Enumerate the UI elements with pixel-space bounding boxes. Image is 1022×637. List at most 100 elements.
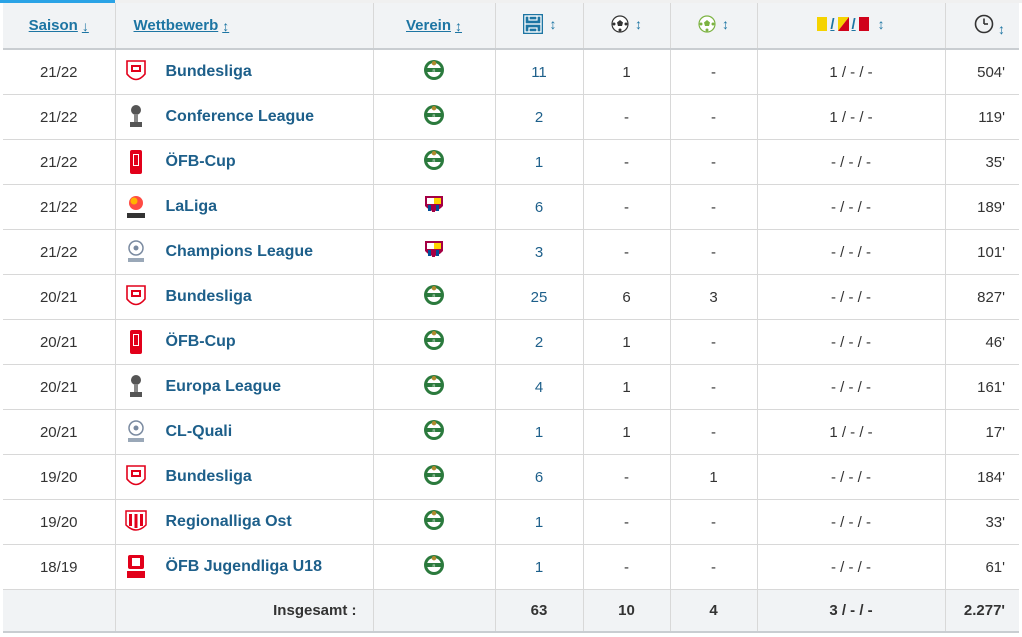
appearances-link[interactable]: 1: [534, 423, 544, 441]
appearances-link[interactable]: 2: [534, 333, 544, 351]
competition-link[interactable]: Champions League: [165, 243, 314, 260]
appearances-link[interactable]: 6: [534, 198, 544, 216]
table-header-row: Saison ↓ Wettbewerb ↕ Verein ↕: [3, 3, 1019, 50]
competition-logo-icon[interactable]: [122, 463, 150, 491]
club-cell: R: [373, 409, 496, 455]
competition-link[interactable]: ÖFB-Cup: [165, 333, 236, 350]
svg-text:R: R: [433, 338, 436, 343]
col-header-goals[interactable]: ↕: [583, 3, 671, 50]
competition-cell: Champions League: [115, 229, 374, 275]
competition-header-label: Wettbewerb: [133, 17, 219, 34]
cards-cell: 1 / - / -: [757, 409, 946, 455]
assists-cell: -: [670, 94, 758, 140]
sort-icon: ↕: [998, 20, 1005, 37]
club-crest-icon[interactable]: R: [423, 554, 445, 576]
appearances-link[interactable]: 11: [531, 63, 547, 81]
competition-link[interactable]: Bundesliga: [165, 468, 252, 485]
club-crest-icon[interactable]: R: [423, 284, 445, 306]
competition-cell: ÖFB-Cup: [115, 139, 374, 185]
appearances-link[interactable]: 4: [534, 378, 544, 396]
competition-link[interactable]: ÖFB Jugendliga U18: [165, 558, 322, 575]
competition-cell: ÖFB Jugendliga U18: [115, 544, 374, 590]
totals-minutes: 2.277': [945, 589, 1019, 633]
club-header-label: Verein: [405, 17, 452, 34]
goals-cell: 1: [583, 49, 671, 95]
competition-logo-icon[interactable]: [122, 328, 150, 356]
table-row: 19/20 Bundesliga R 6 - 1 - / - / - 184': [3, 454, 1019, 500]
club-crest-icon[interactable]: R: [423, 509, 445, 531]
appearances-link[interactable]: 2: [534, 108, 544, 126]
competition-link[interactable]: LaLiga: [165, 198, 218, 215]
competition-link[interactable]: Regionalliga Ost: [165, 513, 292, 530]
svg-text:R: R: [433, 473, 436, 478]
col-header-appearances[interactable]: ↕: [495, 3, 584, 50]
competition-logo-icon[interactable]: [122, 58, 150, 86]
competition-logo-icon[interactable]: [122, 103, 150, 131]
competition-link[interactable]: ÖFB-Cup: [165, 153, 236, 170]
col-header-minutes[interactable]: ↕: [945, 3, 1019, 50]
col-header-competition[interactable]: Wettbewerb ↕: [115, 3, 374, 50]
table-row: 21/22 ÖFB-Cup R 1 - - - / - / - 35': [3, 139, 1019, 185]
table-row: 18/19 ÖFB Jugendliga U18 R 1 - - - / - /…: [3, 544, 1019, 590]
sort-icon: ↕: [635, 15, 642, 32]
competition-logo-icon[interactable]: [122, 283, 150, 311]
col-header-assists[interactable]: ↕: [670, 3, 758, 50]
minutes-cell: 189': [945, 184, 1019, 230]
col-header-cards[interactable]: / / ↕: [757, 3, 946, 50]
club-crest-icon[interactable]: R: [423, 59, 445, 81]
competition-logo-icon[interactable]: [122, 238, 150, 266]
appearances-link[interactable]: 1: [534, 153, 544, 171]
svg-text:R: R: [433, 158, 436, 163]
cards-cell: - / - / -: [757, 544, 946, 590]
competition-logo-icon[interactable]: [122, 373, 150, 401]
appearances-link[interactable]: 1: [534, 558, 544, 576]
appearances-link[interactable]: 25: [530, 288, 548, 306]
club-crest-icon[interactable]: R: [423, 419, 445, 441]
competition-cell: Bundesliga: [115, 454, 374, 500]
appearances-link[interactable]: 1: [534, 513, 544, 531]
season-cell: 21/22: [3, 94, 116, 140]
competition-link[interactable]: Bundesliga: [165, 63, 252, 80]
competition-cell: Regionalliga Ost: [115, 499, 374, 545]
clock-icon: [974, 14, 994, 33]
totals-goals: 10: [583, 589, 671, 633]
club-crest-icon[interactable]: R: [423, 464, 445, 486]
yellow-card-icon: [817, 17, 828, 32]
club-cell: R: [373, 139, 496, 185]
competition-logo-icon[interactable]: [122, 193, 150, 221]
club-crest-icon[interactable]: R: [423, 104, 445, 126]
table-row: 21/22 Champions League 3 - - - / - / - 1…: [3, 229, 1019, 275]
col-header-season[interactable]: Saison ↓: [3, 3, 116, 50]
minutes-cell: 504': [945, 49, 1019, 95]
competition-logo-icon[interactable]: [122, 508, 150, 536]
totals-label: Insgesamt :: [115, 589, 374, 633]
competition-link[interactable]: Bundesliga: [165, 288, 252, 305]
goals-cell: -: [583, 139, 671, 185]
club-cell: R: [373, 49, 496, 95]
club-crest-icon[interactable]: [423, 194, 445, 216]
club-crest-icon[interactable]: [423, 239, 445, 261]
competition-link[interactable]: Conference League: [165, 108, 314, 125]
competition-logo-icon[interactable]: [122, 418, 150, 446]
appearances-link[interactable]: 3: [534, 243, 544, 261]
club-cell: R: [373, 499, 496, 545]
assists-cell: -: [670, 319, 758, 365]
competition-logo-icon[interactable]: [122, 148, 150, 176]
red-card-icon: [858, 17, 869, 32]
competition-logo-icon[interactable]: [122, 553, 150, 581]
active-tab-indicator: [0, 0, 115, 3]
competition-cell: ÖFB-Cup: [115, 319, 374, 365]
totals-empty-cell: [373, 589, 496, 633]
season-cell: 21/22: [3, 49, 116, 95]
assists-cell: -: [670, 364, 758, 410]
sort-icon: ↕: [877, 16, 885, 33]
col-header-club[interactable]: Verein ↕: [373, 3, 496, 50]
minutes-cell: 827': [945, 274, 1019, 320]
appearances-cell: 1: [495, 139, 584, 185]
appearances-link[interactable]: 6: [534, 468, 544, 486]
club-crest-icon[interactable]: R: [423, 374, 445, 396]
club-crest-icon[interactable]: R: [423, 149, 445, 171]
club-crest-icon[interactable]: R: [423, 329, 445, 351]
competition-link[interactable]: Europa League: [165, 378, 282, 395]
competition-link[interactable]: CL-Quali: [165, 423, 233, 440]
